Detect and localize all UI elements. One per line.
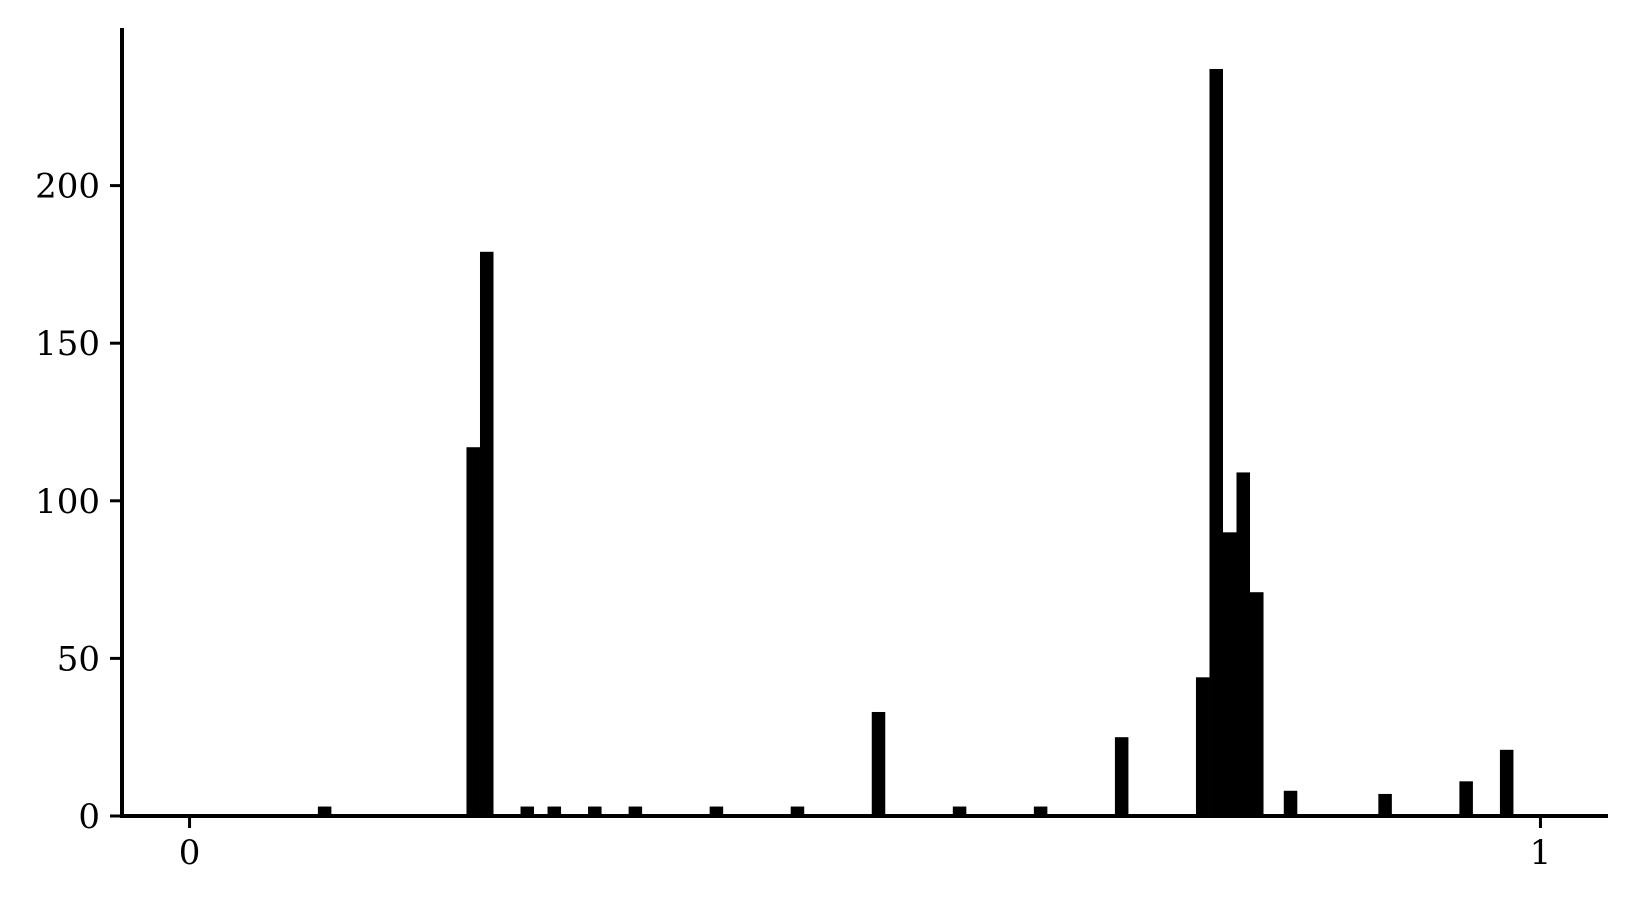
y-tick-label: 50 bbox=[57, 639, 100, 679]
histogram-bar bbox=[871, 711, 886, 816]
histogram-bar bbox=[790, 806, 805, 816]
y-tick-label: 200 bbox=[35, 167, 100, 207]
histogram-bar bbox=[1209, 68, 1223, 817]
histogram-bar bbox=[466, 447, 480, 816]
y-tick-label: 150 bbox=[35, 324, 100, 364]
histogram-bar bbox=[520, 806, 535, 816]
histogram-bar bbox=[1222, 532, 1237, 816]
histogram-bar bbox=[547, 806, 562, 816]
histogram-bar bbox=[628, 806, 643, 816]
histogram-bar bbox=[1499, 749, 1514, 816]
histogram-bar bbox=[1283, 790, 1298, 816]
bars-layer bbox=[317, 68, 1514, 817]
histogram-bar bbox=[479, 251, 494, 817]
histogram-bar bbox=[1378, 793, 1392, 816]
y-tick-label: 100 bbox=[35, 482, 100, 522]
x-tick-label: 1 bbox=[1530, 833, 1552, 873]
histogram-bar bbox=[588, 806, 602, 816]
histogram-bar bbox=[1195, 677, 1210, 816]
histogram-bar bbox=[1114, 737, 1129, 816]
histogram-bar bbox=[1236, 472, 1251, 816]
ticks-layer: 0 50 100 150 200 0 1 bbox=[35, 167, 1551, 873]
histogram-bar bbox=[952, 806, 967, 816]
y-tick-label: 0 bbox=[78, 797, 100, 837]
x-tick-label: 0 bbox=[179, 833, 201, 873]
histogram-bar bbox=[709, 806, 724, 816]
histogram-bar bbox=[1459, 781, 1473, 816]
histogram-bar bbox=[317, 806, 332, 816]
histogram-bar bbox=[1250, 592, 1264, 816]
histogram-bar bbox=[1033, 806, 1048, 816]
